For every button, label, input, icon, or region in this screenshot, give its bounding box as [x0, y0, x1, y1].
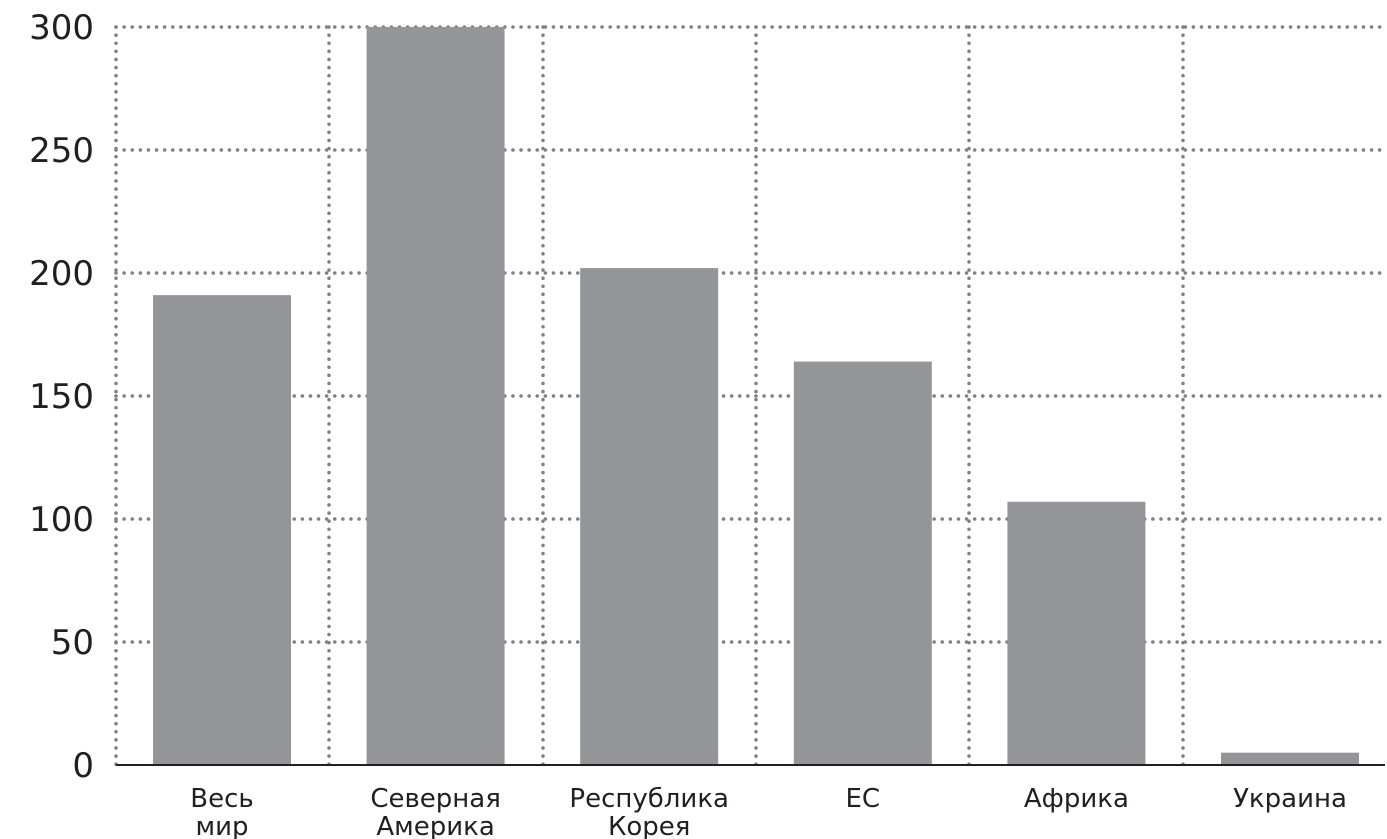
x-category-label: Республика [569, 784, 729, 814]
y-tick-label: 100 [29, 500, 94, 540]
y-tick-label: 150 [29, 377, 94, 417]
x-category-label: Корея [608, 812, 691, 839]
x-category-label: Украина [1233, 784, 1347, 814]
bar [1221, 752, 1359, 765]
bar [1007, 501, 1146, 765]
y-axis-ticks: 0 50 100 150 200 250 300 [29, 8, 94, 786]
x-category-label: Америка [376, 812, 494, 839]
x-category-label: Африка [1024, 784, 1129, 814]
y-tick-label: 50 [51, 623, 94, 663]
x-category-label: Северная [370, 784, 501, 814]
x-category-label: мир [195, 812, 248, 839]
y-tick-label: 250 [29, 131, 94, 171]
grid-lines [114, 25, 1387, 767]
x-category-label: ЕС [846, 784, 881, 814]
bars-group [153, 27, 1359, 765]
bar [793, 361, 932, 765]
bar [153, 295, 291, 765]
bar [366, 27, 505, 765]
y-tick-label: 200 [29, 254, 94, 294]
y-tick-label: 300 [29, 8, 94, 48]
bar [580, 268, 719, 765]
x-category-label: Весь [190, 784, 253, 814]
y-tick-label: 0 [72, 746, 94, 786]
